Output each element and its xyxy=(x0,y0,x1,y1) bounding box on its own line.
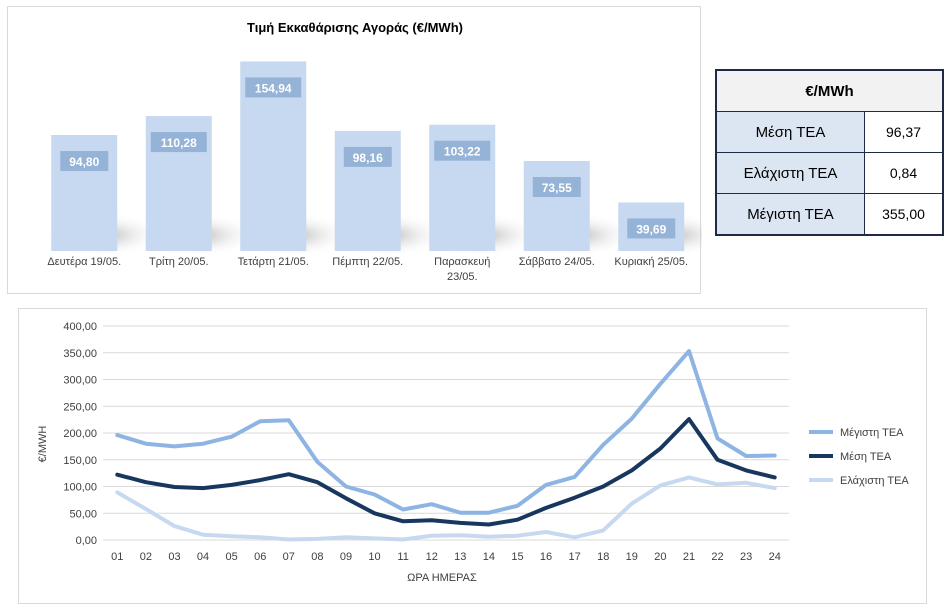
x-tick-label: 21 xyxy=(683,551,695,563)
x-tick-label: 17 xyxy=(569,551,581,563)
bar-value-label-bg xyxy=(627,218,676,239)
series-line xyxy=(115,349,777,515)
x-tick-label: 06 xyxy=(254,551,266,563)
x-tick-label: 15 xyxy=(511,551,523,563)
x-tick-label: 11 xyxy=(397,551,408,563)
x-tick-label: 07 xyxy=(283,551,295,563)
stats-row-label: Μέση ΤΕΑ xyxy=(715,111,865,153)
line-chart-panel: 0,00 50,00 100,00 150,00 200,00 250,00 300,00 3… xyxy=(18,308,927,604)
bar-category-label: 23/05. xyxy=(447,271,478,283)
line-chart: 0,00 50,00 100,00 150,00 200,00 250,00 300,00 3… xyxy=(37,321,909,584)
x-tick-label: 01 xyxy=(111,551,123,563)
x-tick-label: 22 xyxy=(711,551,723,563)
stats-row-label: Μέγιστη ΤΕΑ xyxy=(715,193,865,236)
legend-label: Μέση ΤΕΑ xyxy=(840,451,892,463)
x-tick-label: 05 xyxy=(226,551,238,563)
bar-value-label-bg xyxy=(60,151,109,172)
bar-value-label-bg xyxy=(343,146,392,167)
bar-category-label: Τετάρτη 21/05. xyxy=(238,256,309,268)
series-line xyxy=(115,475,777,542)
stats-row-max: Μέγιστη ΤΕΑ 355,00 xyxy=(715,193,944,236)
bar-value-label: 110,28 xyxy=(161,136,197,150)
x-tick-label: 03 xyxy=(168,551,180,563)
stats-row-label: Ελάχιστη ΤΕΑ xyxy=(715,152,865,194)
x-tick-label: 09 xyxy=(340,551,352,563)
bar-category-label: Πέμπτη 22/05. xyxy=(332,256,403,268)
bar-value-label-bg xyxy=(150,132,207,153)
y-tick-label: 100,00 xyxy=(63,482,97,494)
bar-value-label: 154,94 xyxy=(255,81,292,95)
bar-category-label: Δευτέρα 19/05. xyxy=(47,256,121,268)
x-tick-label: 20 xyxy=(654,551,666,563)
y-tick-label: 400,00 xyxy=(63,321,97,333)
bar-value-label: 98,16 xyxy=(353,151,383,165)
bar-category-label: Σάββατο 24/05. xyxy=(519,256,595,268)
stats-row-min: Ελάχιστη ΤΕΑ 0,84 xyxy=(715,152,944,194)
series-line xyxy=(115,417,777,527)
y-tick-label: 350,00 xyxy=(63,348,97,360)
x-tick-label: 13 xyxy=(454,551,466,563)
x-tick-label: 18 xyxy=(597,551,609,563)
x-tick-label: 04 xyxy=(197,551,209,563)
bar-category-label: Παρασκευή xyxy=(434,256,490,268)
bar-value-label: 94,80 xyxy=(69,155,99,169)
x-axis-label: ΩΡΑ ΗΜΕΡΑΣ xyxy=(407,572,477,584)
x-tick-label: 10 xyxy=(368,551,380,563)
stats-table-header: €/MWh xyxy=(715,69,944,112)
stats-row-value: 0,84 xyxy=(864,152,944,194)
bar-value-label: 39,69 xyxy=(636,222,666,236)
x-tick-label: 19 xyxy=(626,551,638,563)
bar-value-label-bg xyxy=(532,177,581,198)
y-tick-label: 0,00 xyxy=(76,535,97,547)
y-tick-label: 250,00 xyxy=(63,401,97,413)
bar-chart-panel: Τιμή Εκκαθάρισης Αγοράς (€/MWh) 94,80 110… xyxy=(7,6,732,294)
bar-value-label-bg xyxy=(245,77,302,98)
bar xyxy=(523,161,590,251)
x-tick-label: 02 xyxy=(140,551,152,563)
stats-row-value: 355,00 xyxy=(864,193,944,236)
legend-label: Μέγιστη ΤΕΑ xyxy=(840,427,904,439)
x-tick-label: 23 xyxy=(740,551,752,563)
x-tick-label: 24 xyxy=(769,551,781,563)
stats-row-mean: Μέση ΤΕΑ 96,37 xyxy=(715,111,944,153)
y-tick-label: 300,00 xyxy=(63,375,97,387)
bar-value-label-bg xyxy=(434,140,491,161)
x-tick-label: 12 xyxy=(426,551,438,563)
x-tick-label: 08 xyxy=(311,551,323,563)
bar-category-label: Τρίτη 20/05. xyxy=(149,256,209,268)
stats-table: €/MWh Μέση ΤΕΑ 96,37 Ελάχιστη ΤΕΑ 0,84 Μ… xyxy=(715,69,944,236)
bar-value-label: 103,22 xyxy=(444,145,481,159)
bar-category-label: Κυριακή 25/05. xyxy=(614,256,688,268)
bar-value-label: 73,55 xyxy=(542,181,572,195)
legend-label: Ελάχιστη ΤΕΑ xyxy=(840,475,909,487)
bar-chart: Τιμή Εκκαθάρισης Αγοράς (€/MWh) 94,80 110… xyxy=(44,20,732,283)
x-tick-label: 16 xyxy=(540,551,552,563)
y-tick-label: 50,00 xyxy=(69,508,97,520)
y-axis-label: €/MWH xyxy=(37,426,49,463)
y-tick-label: 200,00 xyxy=(63,428,97,440)
x-tick-label: 14 xyxy=(483,551,495,563)
y-tick-label: 150,00 xyxy=(63,455,97,467)
stats-row-value: 96,37 xyxy=(864,111,944,153)
bar-chart-title: Τιμή Εκκαθάρισης Αγοράς (€/MWh) xyxy=(247,20,463,35)
